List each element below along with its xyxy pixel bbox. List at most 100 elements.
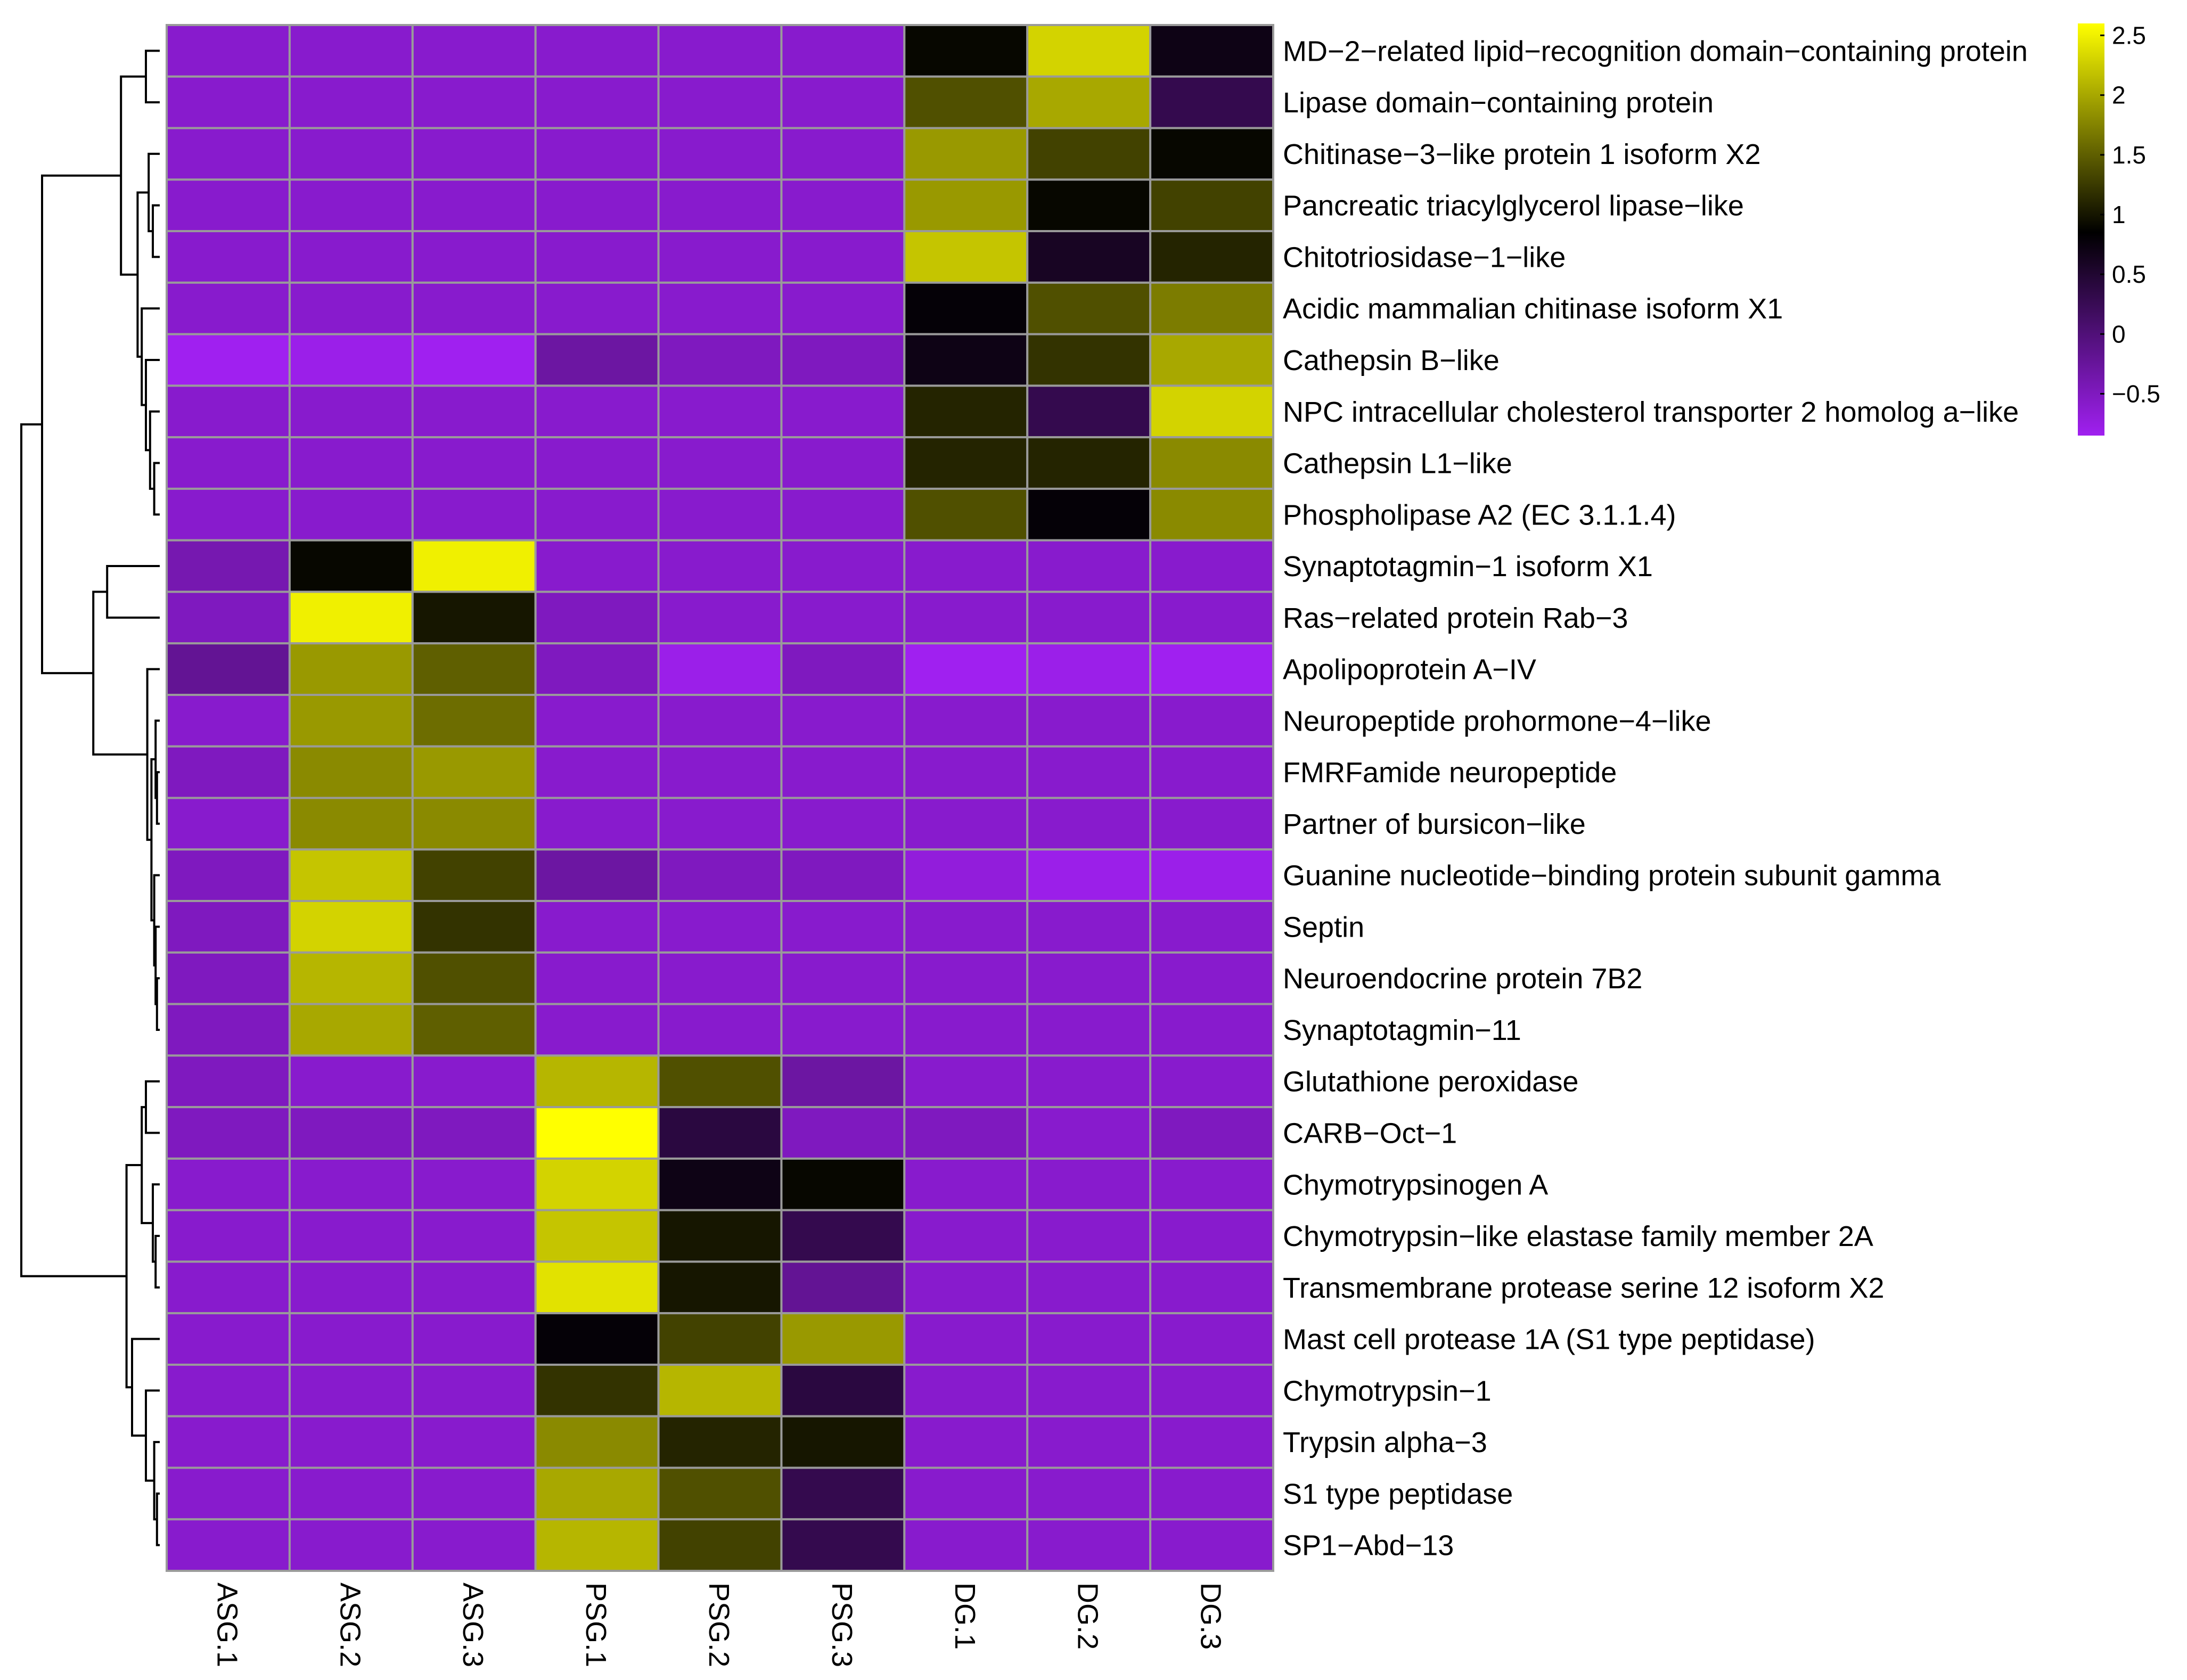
row-label: Synaptotagmin−11: [1283, 1014, 1521, 1046]
heatmap-cell: [411, 436, 537, 490]
heatmap-cell: [1149, 900, 1275, 954]
row-label: MD−2−related lipid−recognition domain−co…: [1283, 35, 2028, 67]
heatmap-cell: [1026, 1106, 1152, 1160]
column-label: ASG.3: [457, 1583, 489, 1667]
heatmap-cell: [534, 642, 660, 696]
heatmap-cell: [780, 384, 906, 439]
row-label: Lipase domain−containing protein: [1283, 87, 1714, 119]
heatmap-cell: [534, 1260, 660, 1315]
heatmap-cell: [288, 797, 414, 851]
heatmap-cell: [1026, 1415, 1152, 1469]
heatmap-cell: [534, 178, 660, 233]
heatmap-cell: [903, 178, 1029, 233]
heatmap-cell: [534, 1312, 660, 1366]
heatmap-cell: [166, 539, 291, 593]
heatmap-cell: [1149, 1106, 1275, 1160]
heatmap-cell: [903, 333, 1029, 387]
column-label: DG.3: [1195, 1583, 1227, 1650]
heatmap-cell: [1149, 745, 1275, 799]
heatmap-cell: [166, 951, 291, 1005]
heatmap-cell: [780, 951, 906, 1005]
heatmap-cell: [657, 642, 783, 696]
heatmap-cell: [780, 1312, 906, 1366]
heatmap-cell: [780, 1003, 906, 1057]
heatmap-cell: [288, 1363, 414, 1417]
heatmap-cell: [903, 591, 1029, 645]
heatmap-cell: [657, 951, 783, 1005]
heatmap-cell: [411, 230, 537, 284]
heatmap-cell: [903, 900, 1029, 954]
heatmap-cell: [657, 281, 783, 335]
heatmap-cell: [1149, 487, 1275, 542]
row-label: S1 type peptidase: [1283, 1478, 1513, 1510]
column-label: ASG.2: [334, 1583, 366, 1667]
heatmap-cell: [1026, 1466, 1152, 1521]
heatmap-cell: [534, 900, 660, 954]
heatmap-cell: [657, 797, 783, 851]
heatmap-cell: [657, 848, 783, 903]
heatmap-cell: [903, 642, 1029, 696]
heatmap-cell: [780, 487, 906, 542]
heatmap-cell: [1149, 848, 1275, 903]
heatmap-cell: [1026, 487, 1152, 542]
heatmap-cell: [534, 1209, 660, 1263]
heatmap-cell: [288, 539, 414, 593]
heatmap-cell: [903, 1466, 1029, 1521]
heatmap-cell: [166, 591, 291, 645]
column-label: PSG.2: [703, 1583, 735, 1667]
heatmap-cell: [903, 797, 1029, 851]
heatmap-cell: [657, 1312, 783, 1366]
heatmap-cell: [903, 745, 1029, 799]
heatmap-cell: [288, 1466, 414, 1521]
heatmap-cell: [411, 127, 537, 181]
heatmap-cell: [1026, 127, 1152, 181]
heatmap-cell: [166, 1312, 291, 1366]
row-label: Transmembrane protease serine 12 isoform…: [1283, 1272, 1885, 1304]
heatmap-cell: [657, 1157, 783, 1211]
heatmap-cell: [288, 745, 414, 799]
heatmap-cell: [1026, 797, 1152, 851]
heatmap-cell: [288, 384, 414, 439]
row-label: Mast cell protease 1A (S1 type peptidase…: [1283, 1324, 1815, 1356]
heatmap-cell: [780, 1209, 906, 1263]
heatmap-cell: [534, 1466, 660, 1521]
heatmap-cell: [657, 591, 783, 645]
heatmap-cell: [1149, 1003, 1275, 1057]
heatmap-cell: [780, 230, 906, 284]
heatmap-cell: [411, 1415, 537, 1469]
heatmap-cell: [1149, 436, 1275, 490]
heatmap-cell: [288, 1106, 414, 1160]
heatmap-cell: [534, 1518, 660, 1572]
heatmap-cell: [903, 384, 1029, 439]
heatmap-cell: [166, 1466, 291, 1521]
heatmap-cell: [780, 1518, 906, 1572]
row-dendrogram: [20, 50, 160, 1546]
heatmap-cell: [903, 1260, 1029, 1315]
heatmap-cell: [1149, 1157, 1275, 1211]
heatmap-cell: [1149, 333, 1275, 387]
heatmap-cell: [288, 75, 414, 129]
heatmap-cell: [1149, 281, 1275, 335]
heatmap-cell: [1026, 1209, 1152, 1263]
heatmap-cell: [288, 848, 414, 903]
heatmap-cell: [166, 230, 291, 284]
heatmap-cell: [166, 1260, 291, 1315]
heatmap-cell: [411, 745, 537, 799]
heatmap-cell: [657, 1003, 783, 1057]
heatmap-cell: [903, 487, 1029, 542]
heatmap-cell: [166, 1003, 291, 1057]
row-label: Ras−related protein Rab−3: [1283, 602, 1628, 634]
heatmap-cell: [411, 281, 537, 335]
heatmap-cell: [288, 1312, 414, 1366]
heatmap-cell: [288, 487, 414, 542]
heatmap-cell: [166, 693, 291, 748]
heatmap-cell: [411, 539, 537, 593]
heatmap-cell: [411, 848, 537, 903]
heatmap-cell: [1149, 591, 1275, 645]
color-legend-ticks: 2.5 2 1.5 1 0.5 0 −0.5: [2100, 21, 2160, 408]
heatmap-cell: [1149, 1260, 1275, 1315]
heatmap-cell: [534, 1003, 660, 1057]
heatmap-cell: [288, 1415, 414, 1469]
heatmap-cell: [166, 75, 291, 129]
heatmap-cell: [411, 591, 537, 645]
